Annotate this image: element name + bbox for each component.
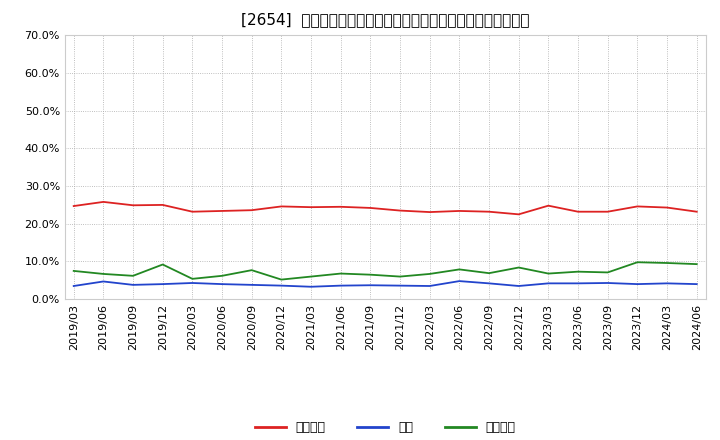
Legend: 売上債権, 在庫, 買入債務: 売上債権, 在庫, 買入債務 xyxy=(250,416,521,439)
Title: [2654]  売上債権、在庫、買入債務の総資産に対する比率の推移: [2654] 売上債権、在庫、買入債務の総資産に対する比率の推移 xyxy=(241,12,529,27)
